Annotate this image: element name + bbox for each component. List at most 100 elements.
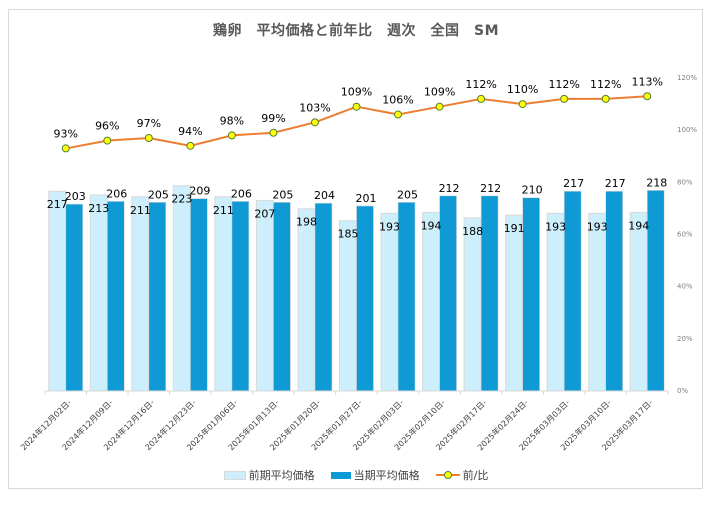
bar-prev	[297, 208, 316, 392]
bar-current	[190, 198, 208, 392]
bar-prev	[380, 212, 399, 392]
data-label-prev: 223	[171, 193, 192, 206]
data-label-ratio: 113%	[632, 75, 663, 88]
bar-prev	[131, 196, 150, 392]
data-label-ratio: 99%	[261, 112, 285, 125]
legend-label-prev: 前期平均価格	[248, 469, 315, 482]
ratio-marker	[560, 94, 569, 103]
data-label-prev: 198	[296, 216, 317, 229]
ratio-marker	[601, 94, 610, 103]
legend-item-current: 当期平均価格	[330, 467, 420, 483]
right-axis-tick-label: 80%	[677, 178, 693, 186]
bar-prev	[422, 211, 441, 392]
ratio-marker	[518, 100, 527, 109]
data-label-prev: 193	[379, 220, 400, 233]
data-label-current: 205	[148, 188, 169, 201]
data-label-current: 205	[272, 188, 293, 201]
bar-current	[646, 190, 665, 392]
data-label-ratio: 96%	[95, 120, 119, 133]
bar-current	[439, 195, 457, 392]
data-label-ratio: 98%	[220, 114, 244, 127]
bar-current	[314, 202, 333, 392]
data-label-current: 203	[65, 190, 86, 203]
legend-line-marker-icon	[435, 471, 460, 479]
legend-label-current: 当期平均価格	[353, 469, 420, 482]
data-label-current: 217	[563, 177, 584, 190]
ratio-marker	[435, 102, 444, 111]
ratio-marker	[310, 118, 319, 127]
data-label-ratio: 112%	[465, 78, 496, 91]
data-label-ratio: 97%	[137, 117, 161, 130]
data-label-ratio: 106%	[382, 94, 413, 107]
data-label-ratio: 94%	[178, 125, 202, 138]
bar-current	[480, 195, 499, 392]
ratio-marker	[394, 110, 403, 119]
right-axis-tick-label: 20%	[677, 335, 693, 343]
data-label-prev: 211	[130, 204, 151, 217]
data-label-prev: 211	[213, 204, 234, 217]
bar-current	[356, 205, 374, 392]
ratio-marker	[269, 128, 278, 137]
data-label-ratio: 110%	[507, 83, 538, 96]
ratio-marker	[103, 136, 112, 145]
data-label-ratio: 93%	[54, 127, 78, 140]
bar-prev	[172, 185, 191, 392]
ratio-marker	[61, 144, 70, 153]
data-label-current: 218	[646, 176, 667, 189]
data-label-prev: 185	[338, 228, 359, 241]
data-label-current: 209	[189, 185, 210, 198]
data-label-ratio: 112%	[590, 78, 621, 91]
data-label-prev: 188	[462, 225, 483, 238]
data-label-prev: 194	[421, 219, 442, 232]
data-label-current: 217	[605, 177, 626, 190]
bar-current	[397, 201, 416, 392]
data-label-current: 206	[106, 187, 127, 200]
legend-swatch-prev	[223, 470, 246, 480]
data-label-prev: 213	[88, 202, 109, 215]
ratio-marker	[144, 133, 153, 142]
legend-swatch-current	[330, 471, 351, 479]
data-label-current: 210	[522, 184, 543, 197]
data-label-current: 205	[397, 188, 418, 201]
right-axis-tick-label: 100%	[677, 126, 697, 134]
right-axis: 0% 20% 40% 60% 80% 100% 120%	[677, 74, 697, 395]
data-label-ratio: 112%	[548, 78, 579, 91]
bar-current	[522, 197, 540, 392]
data-label-prev: 217	[47, 198, 68, 211]
ratio-marker	[227, 131, 236, 140]
bar-current	[65, 203, 84, 392]
data-label-current: 212	[439, 182, 460, 195]
data-label-current: 204	[314, 189, 335, 202]
bar-prev	[588, 212, 607, 392]
bars-layer	[48, 185, 665, 392]
right-axis-tick-label: 0%	[677, 387, 688, 395]
bar-current	[273, 201, 291, 392]
ratio-marker	[352, 102, 361, 111]
data-label-prev: 191	[504, 222, 525, 235]
data-label-current: 212	[480, 182, 501, 195]
chart-title: 鶏卵 平均価格と前年比 週次 全国 SM	[212, 23, 499, 39]
bar-current	[563, 190, 582, 392]
right-axis-tick-label: 120%	[677, 74, 697, 82]
legend-item-ratio: 前/比	[435, 467, 488, 483]
data-label-current: 206	[231, 187, 252, 200]
data-label-ratio: 103%	[299, 101, 330, 114]
bar-prev	[339, 220, 357, 392]
right-axis-tick-label: 40%	[677, 283, 693, 291]
bar-prev	[214, 196, 233, 392]
bar-current	[148, 201, 167, 392]
data-label-prev: 194	[628, 219, 649, 232]
bar-current	[605, 190, 624, 392]
bar-current	[107, 201, 125, 392]
bar-prev	[546, 212, 565, 392]
ratio-marker	[477, 94, 486, 103]
data-label-prev: 207	[254, 207, 275, 220]
bar-prev	[505, 214, 524, 392]
line-layer	[61, 92, 652, 153]
bar-prev	[255, 199, 274, 392]
bar-prev	[89, 194, 108, 392]
legend: 前期平均価格 当期平均価格 前/比	[0, 467, 712, 483]
ratio-marker	[643, 92, 652, 101]
